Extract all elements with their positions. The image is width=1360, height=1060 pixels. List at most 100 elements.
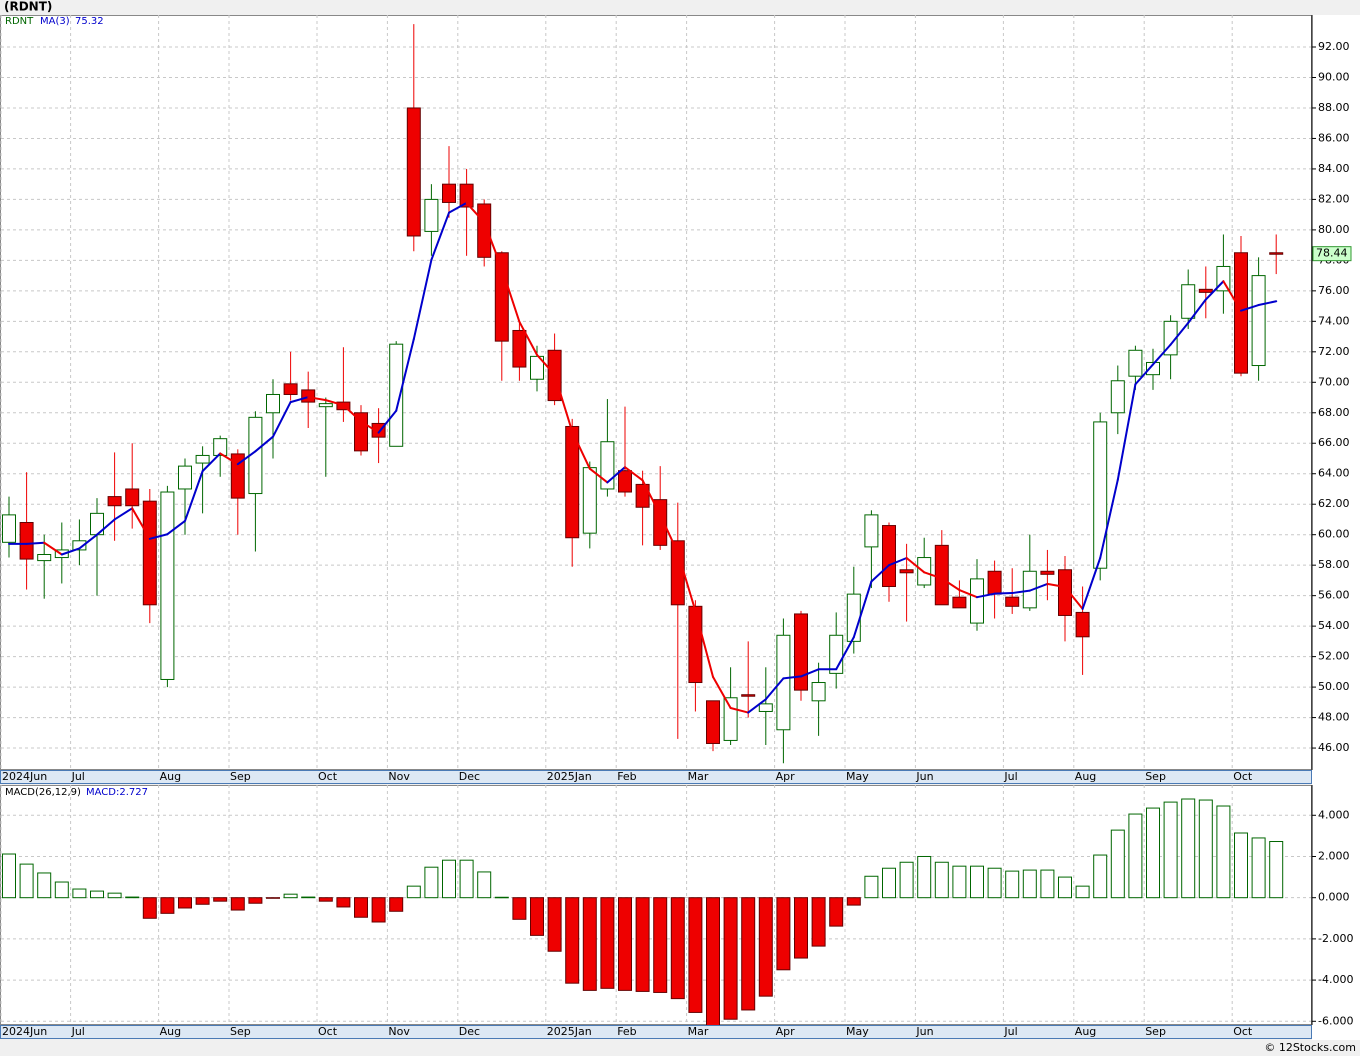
ma-segment xyxy=(219,452,239,466)
ma-segment xyxy=(483,221,503,270)
x-tick-label: Sep xyxy=(1145,770,1166,783)
y-tick-label: 64.00 xyxy=(1318,467,1350,480)
x-tick-label: 2025Jan xyxy=(547,1025,592,1038)
macd-bar xyxy=(1075,885,1090,899)
y-tick-label: 60.00 xyxy=(1318,528,1350,541)
y-tick-label: 84.00 xyxy=(1318,162,1350,175)
x-tick-label: Mar xyxy=(688,770,709,783)
ma-segment xyxy=(1134,363,1154,386)
y-tick-label: 56.00 xyxy=(1318,589,1350,602)
candle-body xyxy=(389,343,404,447)
candle-body xyxy=(72,540,87,551)
y-tick-label: 50.00 xyxy=(1318,680,1350,693)
x-tick-label: 2024Jun xyxy=(2,1025,47,1038)
ma-segment xyxy=(588,467,609,484)
candle-body xyxy=(1128,349,1143,377)
x-tick-label: Jun xyxy=(915,1025,933,1038)
candle-body xyxy=(741,694,756,697)
macd-bar xyxy=(565,897,580,984)
macd-bar xyxy=(230,897,245,911)
ma-segment xyxy=(641,479,662,516)
ma-segment xyxy=(377,409,398,434)
ma-segment xyxy=(905,557,926,574)
ma-segment xyxy=(412,258,433,341)
macd-bar xyxy=(1234,832,1248,899)
candle-body xyxy=(1075,611,1090,638)
macd-bar xyxy=(1216,805,1231,899)
ma-segment xyxy=(694,609,714,678)
candle-body xyxy=(1269,252,1284,255)
ma-segment xyxy=(1081,557,1102,610)
macd-bar xyxy=(723,897,738,1020)
ma-segment xyxy=(448,201,468,214)
macd-bar xyxy=(512,897,527,920)
macd-bar xyxy=(72,888,87,899)
x-tick-label: Sep xyxy=(230,770,251,783)
y-tick-label: 76.00 xyxy=(1318,284,1350,297)
ma-segment xyxy=(43,541,63,556)
ma-segment xyxy=(360,420,380,434)
x-tick-label: Nov xyxy=(388,770,410,783)
legend-symbol: RDNT xyxy=(5,16,34,27)
macd-bar xyxy=(1058,876,1072,899)
y-tick-label: -2.000 xyxy=(1318,932,1353,945)
candle-body xyxy=(582,467,597,534)
candle-body xyxy=(1198,288,1213,293)
ma-segment xyxy=(835,636,855,671)
candle-body xyxy=(371,422,386,438)
ma-segment xyxy=(1028,582,1049,592)
ma-segment xyxy=(1257,300,1278,307)
candle-body xyxy=(723,697,738,741)
candle-body xyxy=(1110,380,1125,414)
y-tick-label: 82.00 xyxy=(1318,192,1350,205)
candle-body xyxy=(160,491,175,680)
ma-segment xyxy=(993,592,1014,595)
date-strip xyxy=(0,770,1312,784)
macd-bar xyxy=(19,863,34,899)
ma-segment xyxy=(1222,280,1242,312)
ma-segment xyxy=(852,580,873,639)
ma-segment xyxy=(606,466,626,484)
ma-segment xyxy=(342,404,362,423)
x-tick-label: Jun xyxy=(915,770,933,783)
y-tick-label: 70.00 xyxy=(1318,375,1350,388)
x-tick-label: Jul xyxy=(1003,770,1017,783)
y-tick-label: 48.00 xyxy=(1318,711,1350,724)
x-tick-label: Aug xyxy=(160,770,181,783)
candle-body xyxy=(195,454,210,464)
x-tick-label: Nov xyxy=(388,1025,410,1038)
macd-bar xyxy=(758,897,773,997)
ma-segment xyxy=(254,435,274,453)
macd-bar xyxy=(336,897,351,908)
macd-bar xyxy=(1251,837,1266,899)
macd-bar xyxy=(37,872,52,899)
macd-bar xyxy=(389,897,404,912)
ma-segment xyxy=(553,373,574,433)
macd-bar xyxy=(600,897,615,989)
macd-bar xyxy=(442,859,456,899)
x-tick-label: Aug xyxy=(1075,1025,1096,1038)
ma-segment xyxy=(324,399,345,407)
macd-title: MACD(26,12,9) xyxy=(5,787,81,798)
x-tick-label: Oct xyxy=(318,1025,338,1038)
x-tick-label: Jul xyxy=(71,1025,85,1038)
y-tick-label: 52.00 xyxy=(1318,650,1350,663)
ma-segment xyxy=(307,396,327,402)
macd-bar xyxy=(1146,807,1160,899)
candle-body xyxy=(864,514,879,548)
ma-segment xyxy=(1011,589,1031,595)
candle-body xyxy=(987,570,1002,595)
candle-body xyxy=(882,525,896,588)
legend-ma-value: 75.32 xyxy=(75,16,104,27)
ma-segment xyxy=(888,557,908,567)
ma-segment xyxy=(96,518,116,536)
y-tick-label: 2.000 xyxy=(1318,849,1350,862)
macd-bar xyxy=(213,897,228,902)
y-tick-label: 68.00 xyxy=(1318,406,1350,419)
x-tick-label: Feb xyxy=(617,770,636,783)
macd-bar xyxy=(1093,854,1108,899)
x-tick-label: Oct xyxy=(1233,1025,1253,1038)
plot-area xyxy=(2,798,1284,1025)
candle-body xyxy=(230,453,245,499)
x-tick-label: 2025Jan xyxy=(547,770,592,783)
